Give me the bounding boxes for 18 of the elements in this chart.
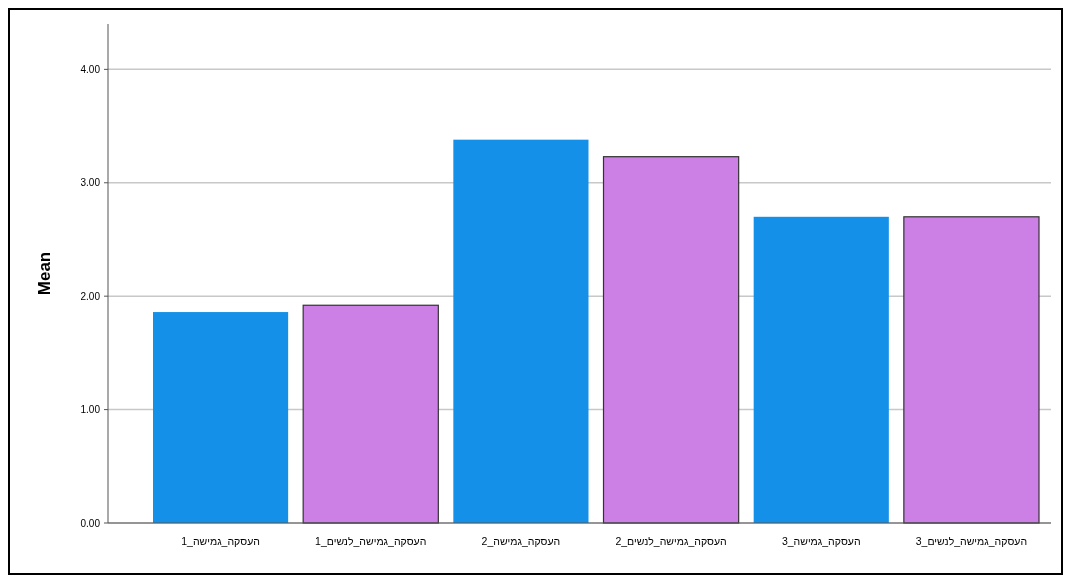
bar [602,156,740,524]
y-tick-label: 2.00 [80,290,101,302]
x-tick-label: העסקה_גמישה_3 [781,535,861,547]
y-tick-label: 4.00 [80,63,101,75]
bar [153,312,289,523]
x-tick-label: העסקה_גמישה_2 [481,535,561,547]
bar [903,216,1040,524]
x-tick-label: העסקה_גמישה_1 [181,535,260,547]
y-tick-label: 1.00 [80,404,101,416]
bar [753,216,889,523]
x-tick-label: העסקה_גמישה_לנשים_1 [315,535,427,547]
x-tick-label: העסקה_גמישה_לנשים_2 [615,535,727,547]
y-tick-label: 3.00 [80,177,101,189]
y-axis-title: Mean [35,251,54,296]
x-tick-label: העסקה_גמישה_לנשים_3 [915,535,1028,547]
y-tick-label: 0.00 [80,517,101,529]
bar [453,139,589,523]
bar [302,304,439,524]
